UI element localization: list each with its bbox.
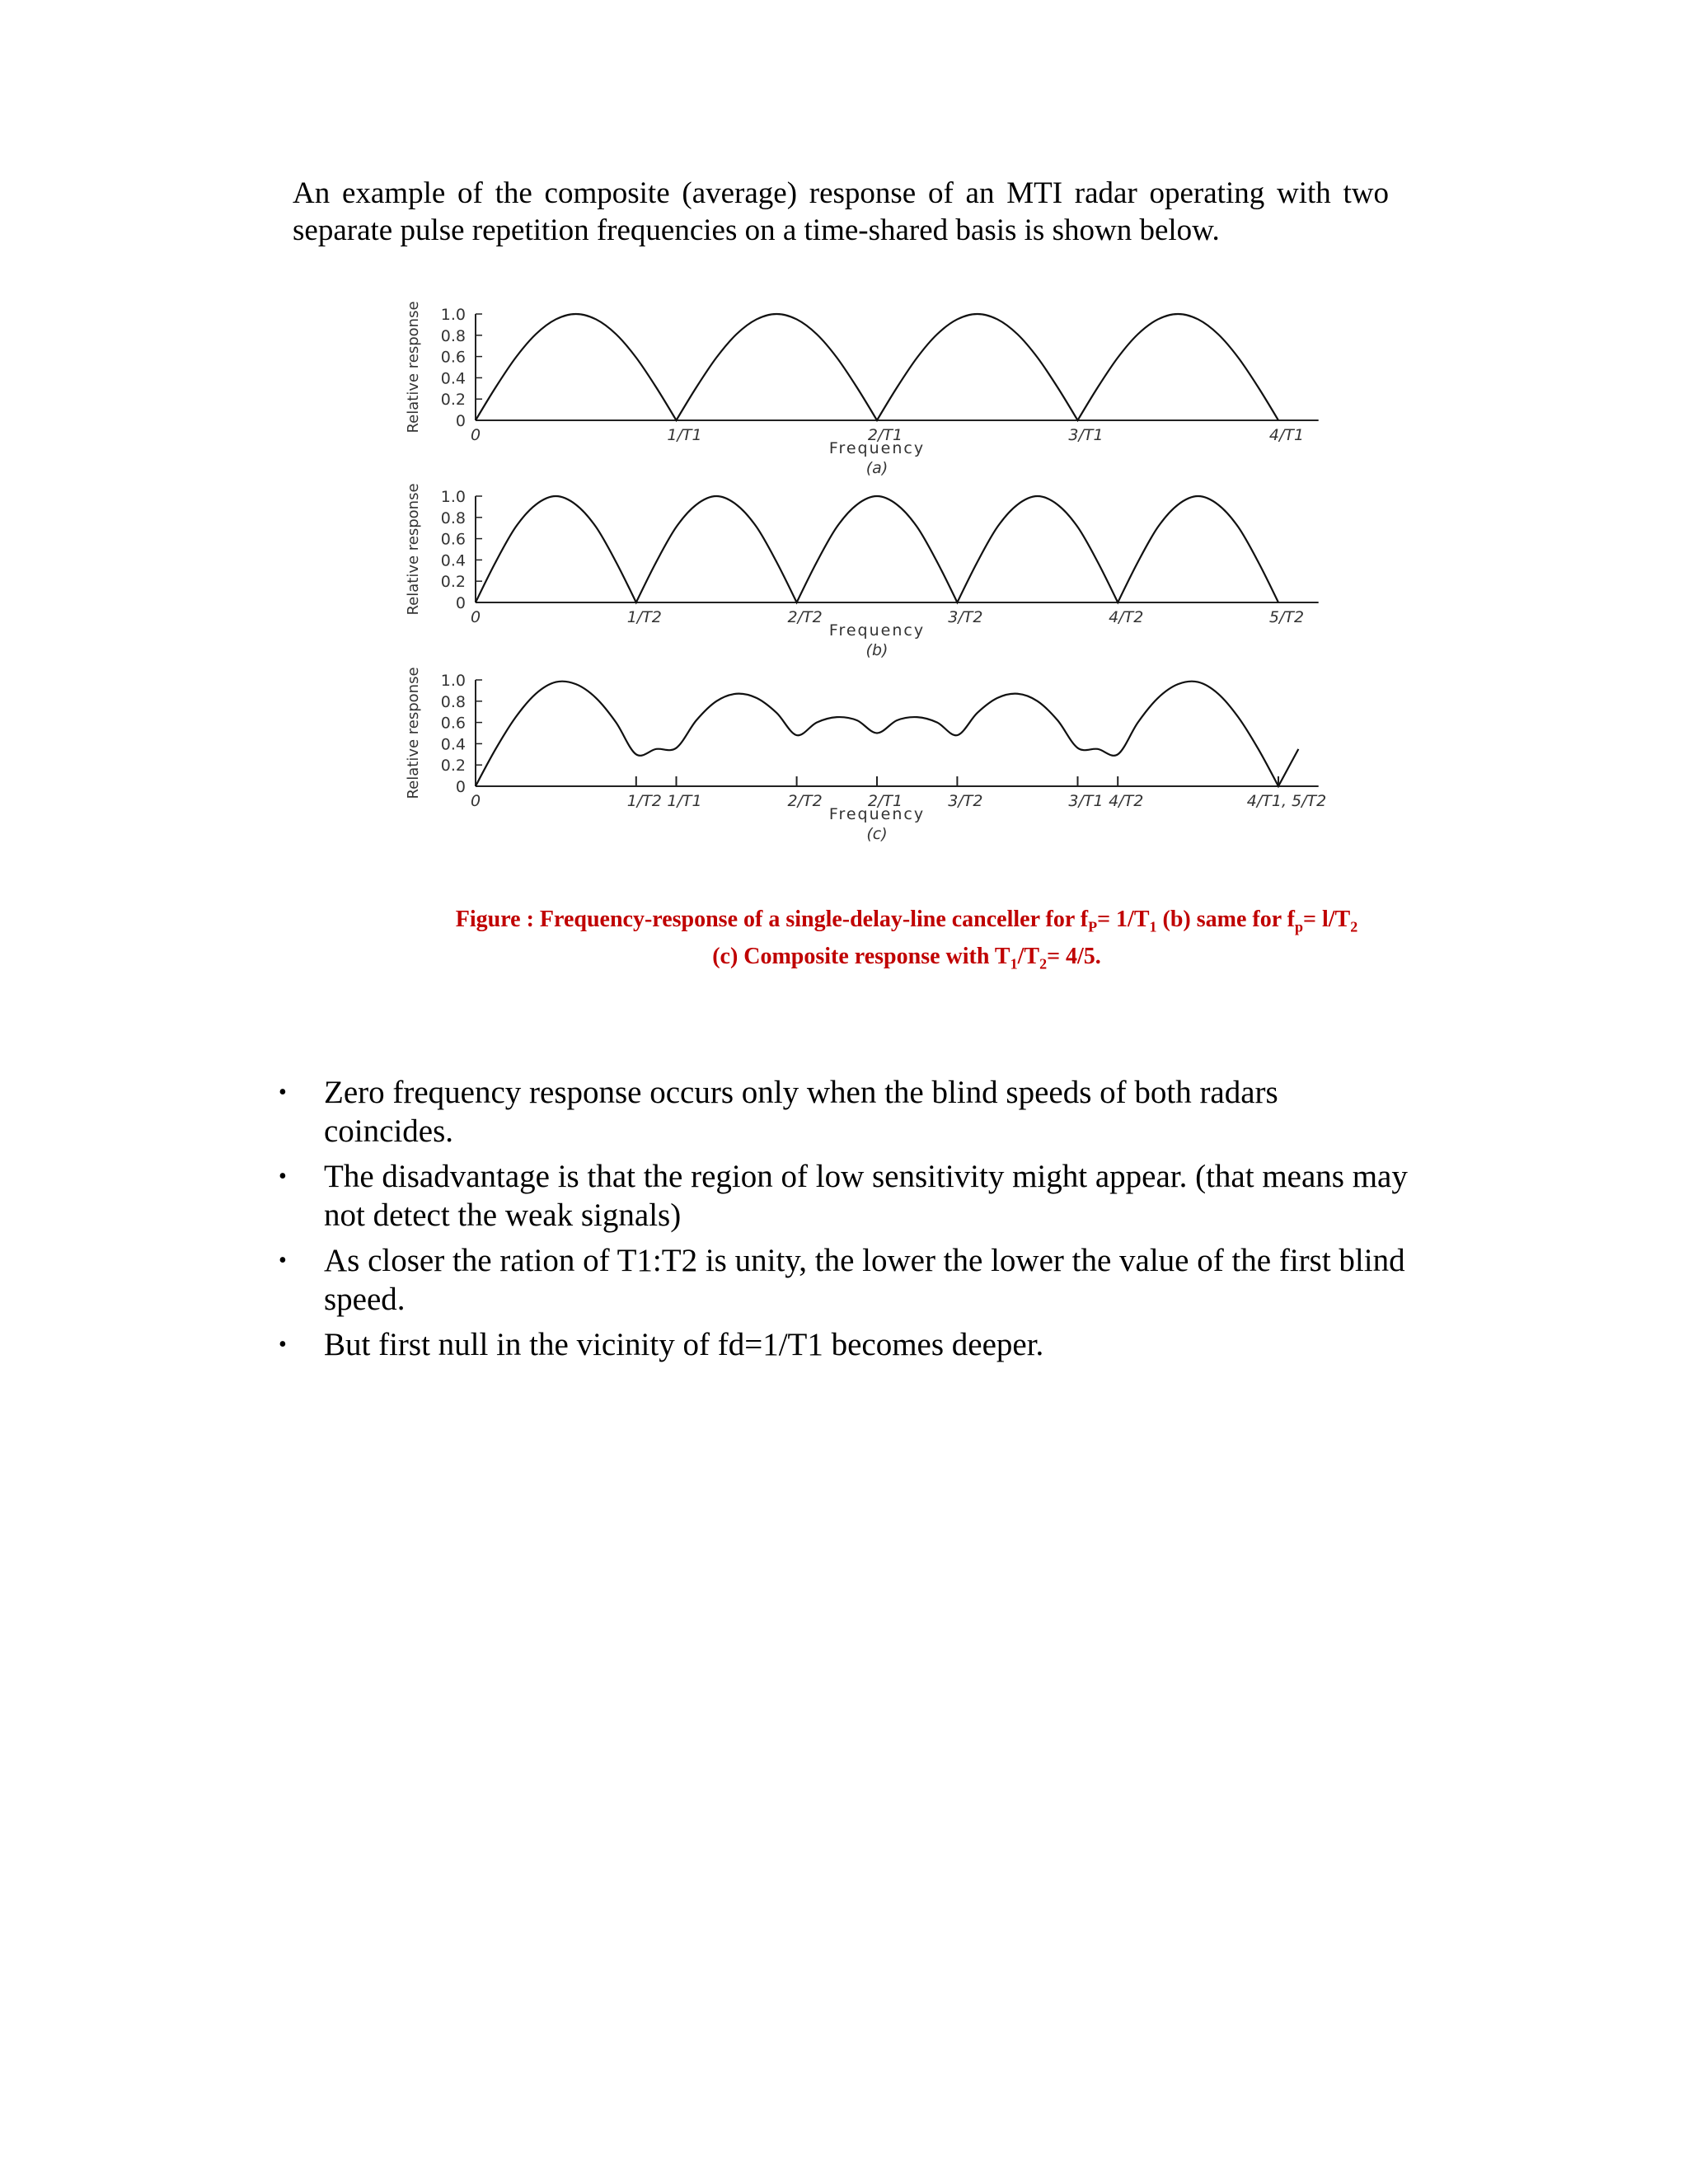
response-curve <box>475 680 1300 789</box>
caption-sub: P <box>1088 918 1098 935</box>
caption-sub: p <box>1294 918 1303 935</box>
x-axis-label: Frequency <box>829 439 925 457</box>
y-tick-label: 0.6 <box>441 531 466 549</box>
caption-text: = l/T <box>1302 907 1351 932</box>
bullet-text: The disadvantage is that the region of l… <box>324 1159 1408 1233</box>
y-tick-label: 0.4 <box>441 551 466 569</box>
x-tick-label: 3/T1 <box>1068 792 1103 810</box>
caption-line-1: Figure : Frequency-response of a single-… <box>330 905 1484 942</box>
x-tick-label: 0 <box>471 426 481 444</box>
caption-text: Figure : Frequency-response of a single-… <box>455 907 1089 932</box>
bullet-text: Zero frequency response occurs only when… <box>324 1075 1278 1149</box>
panel-label: (c) <box>866 825 887 843</box>
caption-text: /T <box>1017 943 1040 969</box>
y-axis-label: Relative response <box>405 667 422 799</box>
caption-text: = 4/5. <box>1047 943 1101 969</box>
y-tick-label: 0.4 <box>441 369 466 387</box>
caption-text: = 1/T <box>1097 907 1150 932</box>
y-tick-label: 0.2 <box>441 573 466 591</box>
y-tick-label: 0 <box>456 778 466 796</box>
bullet-icon: • <box>279 1080 287 1105</box>
caption-sub: 2 <box>1039 955 1048 972</box>
y-tick-label: 0.6 <box>441 715 466 733</box>
bullet-icon: • <box>279 1332 287 1357</box>
bullet-icon: • <box>279 1248 287 1273</box>
y-tick-label: 0.2 <box>441 757 466 775</box>
y-tick-label: 0.8 <box>441 509 466 527</box>
x-axis-label: Frequency <box>829 621 925 640</box>
bullet-icon: • <box>279 1164 287 1189</box>
x-tick-label: 1/T1 <box>667 426 701 444</box>
x-tick-label: 5/T2 <box>1269 608 1304 626</box>
response-curve <box>475 494 1279 605</box>
x-tick-label: 3/T2 <box>948 608 982 626</box>
frequency-response-figure: 0 0.2 0.4 0.6 0.8 1.0 Relative response 0 1/T1 2/… <box>405 301 1326 843</box>
figure-caption: Figure : Frequency-response of a single-… <box>330 905 1484 978</box>
panel-label: (b) <box>866 641 889 659</box>
bullet-item: • The disadvantage is that the region of … <box>272 1157 1409 1235</box>
y-tick-label: 0.4 <box>441 735 466 753</box>
bullet-text: As closer the ration of T1:T2 is unity, … <box>324 1243 1405 1317</box>
y-tick-label: 0 <box>456 594 466 612</box>
y-tick-label: 0.6 <box>441 349 466 367</box>
x-tick-label: 4/T2 <box>1109 608 1143 626</box>
caption-text: (c) Composite response with T <box>712 943 1010 969</box>
y-axis-label: Relative response <box>405 301 422 433</box>
x-tick-label: 3/T2 <box>948 792 982 810</box>
x-axis-label: Frequency <box>829 805 925 823</box>
x-tick-label: 2/T1 <box>868 792 903 810</box>
x-tick-label: 0 <box>471 792 481 810</box>
y-axis-label: Relative response <box>405 483 422 615</box>
x-tick-label: 0 <box>471 608 481 626</box>
x-tick-label: 4/T1, 5/T2 <box>1247 792 1326 810</box>
x-tick-label: 2/T2 <box>788 608 823 626</box>
x-tick-label: 4/T1 <box>1269 426 1304 444</box>
panel-label: (a) <box>866 459 888 477</box>
caption-sub: 1 <box>1010 955 1018 972</box>
x-tick-label: 2/T2 <box>788 792 823 810</box>
bullet-item: • Zero frequency response occurs only whe… <box>272 1073 1409 1151</box>
y-tick-label: 1.0 <box>441 672 466 690</box>
response-curve <box>475 312 1279 423</box>
y-tick-label: 0 <box>456 412 466 430</box>
y-tick-label: 0.2 <box>441 391 466 409</box>
y-tick-label: 1.0 <box>441 488 466 506</box>
caption-line-2: (c) Composite response with T1/T2= 4/5. <box>330 942 1484 979</box>
y-tick-label: 1.0 <box>441 306 466 324</box>
bullet-item: • As closer the ration of T1:T2 is unity,… <box>272 1241 1409 1319</box>
intro-paragraph: An example of the composite (average) re… <box>293 176 1389 247</box>
x-tick-label: 2/T1 <box>868 426 903 444</box>
x-tick-label: 1/T1 <box>667 792 701 810</box>
y-tick-label: 0.8 <box>441 693 466 711</box>
caption-sub: 1 <box>1149 918 1157 935</box>
caption-sub: 2 <box>1350 918 1358 935</box>
x-tick-label: 4/T2 <box>1109 792 1143 810</box>
caption-text: (b) same for f <box>1156 907 1295 932</box>
y-tick-label: 0.8 <box>441 327 466 345</box>
bullet-item: • But first null in the vicinity of fd=1/… <box>272 1325 1409 1364</box>
x-tick-label: 1/T2 <box>627 608 662 626</box>
bullet-list: • Zero frequency response occurs only whe… <box>272 1073 1409 1371</box>
x-tick-label: 3/T1 <box>1068 426 1103 444</box>
x-tick-label: 1/T2 <box>627 792 662 810</box>
bullet-text: But first null in the vicinity of fd=1/T… <box>324 1327 1044 1362</box>
